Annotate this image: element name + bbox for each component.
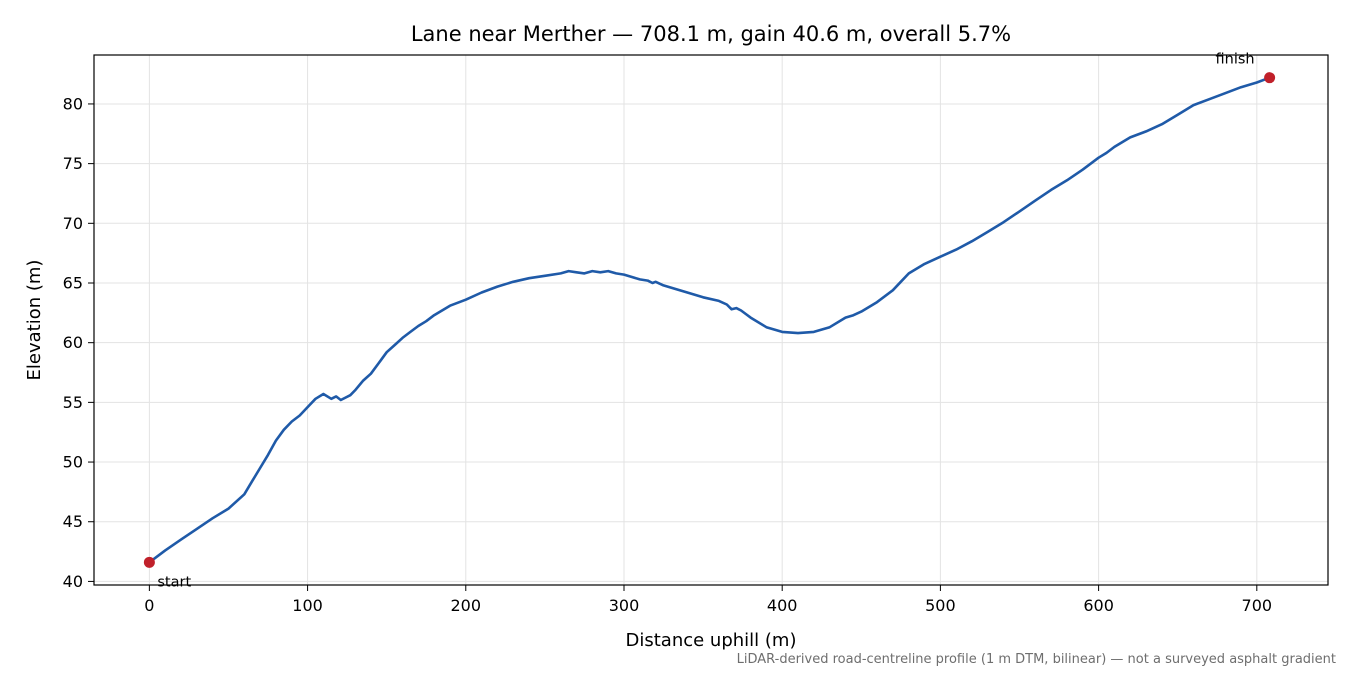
y-tick-label: 40: [63, 572, 83, 591]
y-tick-label: 50: [63, 453, 83, 472]
x-axis-label: Distance uphill (m): [626, 630, 797, 651]
x-tick-label: 700: [1242, 596, 1273, 615]
axis-ticks: 0 100 200 300 400 500 600 700 40 45 50 55 60 65 70 75 80: [63, 94, 1272, 615]
x-tick-label: 200: [451, 596, 482, 615]
x-tick-label: 100: [292, 596, 323, 615]
y-tick-label: 60: [63, 333, 83, 352]
plot-frame: [93, 54, 1329, 586]
finish-marker: [1264, 72, 1276, 84]
y-axis-label: Elevation (m): [24, 260, 45, 381]
elevation-line: [148, 76, 1271, 564]
finish-annotation: finish: [1216, 52, 1255, 68]
y-tick-label: 45: [63, 512, 83, 531]
x-tick-label: 300: [609, 596, 640, 615]
y-tick-label: 55: [63, 393, 83, 412]
y-tick-label: 70: [63, 214, 83, 233]
y-tick-label: 65: [63, 273, 83, 292]
chart-footnote: LiDAR-derived road-centreline profile (1…: [736, 652, 1336, 667]
grid-lines: [94, 55, 1328, 585]
series-group: [148, 76, 1271, 564]
x-tick-label: 0: [144, 596, 154, 615]
endpoint-markers: start finish: [143, 52, 1276, 590]
start-marker: [143, 556, 155, 568]
x-tick-label: 400: [767, 596, 798, 615]
y-tick-label: 75: [63, 154, 83, 173]
y-tick-label: 80: [63, 94, 83, 113]
start-annotation: start: [157, 574, 191, 590]
chart-title: Lane near Merther — 708.1 m, gain 40.6 m…: [411, 22, 1011, 46]
x-tick-label: 600: [1083, 596, 1114, 615]
x-tick-label: 500: [925, 596, 956, 615]
